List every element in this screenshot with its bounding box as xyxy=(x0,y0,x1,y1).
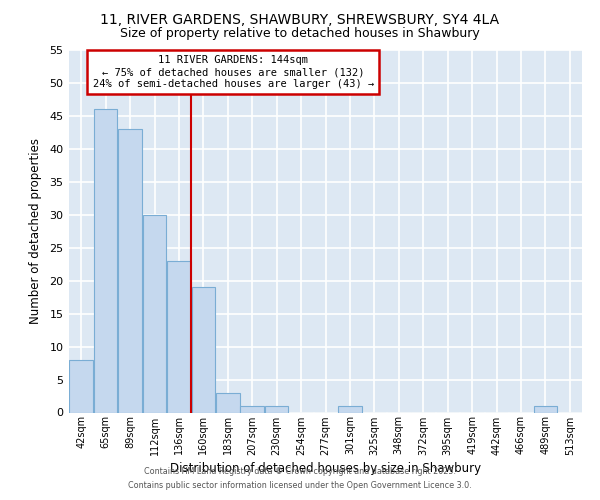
Y-axis label: Number of detached properties: Number of detached properties xyxy=(29,138,43,324)
Bar xyxy=(94,110,118,412)
Text: 11, RIVER GARDENS, SHAWBURY, SHREWSBURY, SY4 4LA: 11, RIVER GARDENS, SHAWBURY, SHREWSBURY,… xyxy=(100,12,500,26)
Bar xyxy=(167,261,191,412)
Bar xyxy=(265,406,289,412)
Text: 11 RIVER GARDENS: 144sqm
← 75% of detached houses are smaller (132)
24% of semi-: 11 RIVER GARDENS: 144sqm ← 75% of detach… xyxy=(92,56,374,88)
Text: Contains HM Land Registry data © Crown copyright and database right 2025.: Contains HM Land Registry data © Crown c… xyxy=(144,467,456,476)
Bar xyxy=(191,288,215,412)
Bar xyxy=(216,392,239,412)
Bar xyxy=(143,215,166,412)
Bar xyxy=(338,406,362,412)
Bar xyxy=(70,360,93,412)
Bar xyxy=(241,406,264,412)
Text: Contains public sector information licensed under the Open Government Licence 3.: Contains public sector information licen… xyxy=(128,481,472,490)
Bar xyxy=(533,406,557,412)
X-axis label: Distribution of detached houses by size in Shawbury: Distribution of detached houses by size … xyxy=(170,462,481,474)
Bar xyxy=(118,129,142,412)
Text: Size of property relative to detached houses in Shawbury: Size of property relative to detached ho… xyxy=(120,28,480,40)
